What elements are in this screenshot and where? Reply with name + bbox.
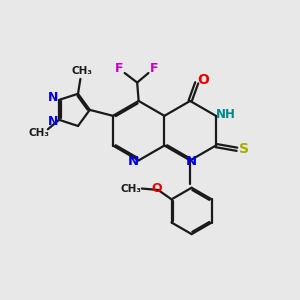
Text: N: N: [128, 155, 139, 168]
Text: N: N: [48, 91, 58, 104]
Text: CH₃: CH₃: [121, 184, 142, 194]
Text: S: S: [239, 142, 249, 156]
Text: CH₃: CH₃: [29, 128, 50, 138]
Text: CH₃: CH₃: [71, 66, 92, 76]
Text: O: O: [151, 182, 162, 195]
Text: N: N: [186, 155, 197, 168]
Text: NH: NH: [215, 108, 235, 121]
Text: F: F: [150, 62, 158, 75]
Text: N: N: [48, 116, 58, 128]
Text: O: O: [197, 73, 209, 87]
Text: F: F: [115, 62, 124, 75]
